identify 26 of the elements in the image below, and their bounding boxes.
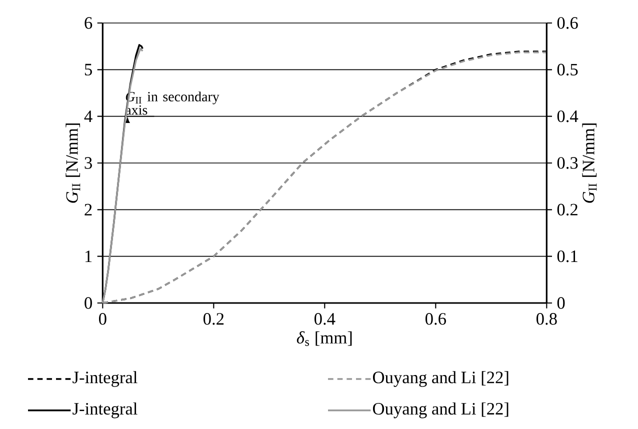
legend-label: J-integral: [72, 402, 138, 418]
y2-tick-label: 0: [557, 297, 565, 309]
y2-axis-title: G$_{II}$ [N/mm]: [582, 124, 597, 203]
y-tick-label: 2: [84, 204, 92, 216]
y2-tick-label: 0.4: [557, 110, 578, 122]
x-tick-label: 0.2: [204, 313, 224, 325]
y2-tick-label: 0.1: [557, 250, 578, 262]
legend-label: J-integral: [72, 371, 138, 387]
y-tick-label: 4: [84, 110, 92, 122]
y-tick-label: 3: [84, 157, 92, 169]
y2-tick-label: 0.5: [557, 64, 578, 76]
x-tick-label: 0.8: [536, 313, 557, 325]
y-tick-label: 0: [84, 297, 92, 309]
y-tick-label: 5: [84, 64, 92, 76]
x-tick-label: 0.6: [426, 313, 446, 325]
legend-label: Ouyang and Li [22]: [372, 371, 508, 387]
x-tick-label: 0.4: [314, 313, 336, 325]
y-tick-label: 1: [85, 250, 92, 262]
x-axis-title: δ$_{s}$ [mm]: [296, 331, 352, 346]
y-tick-label: 6: [84, 17, 92, 29]
y2-tick-label: 0.6: [557, 17, 578, 29]
y-axis-title: G$_{II}$ [N/mm]: [66, 124, 80, 203]
y2-tick-label: 0.3: [557, 157, 578, 169]
x-tick-label: 0: [99, 313, 106, 325]
y2-tick-label: 0.2: [557, 204, 578, 216]
legend-label: Ouyang and Li [22]: [372, 402, 508, 418]
